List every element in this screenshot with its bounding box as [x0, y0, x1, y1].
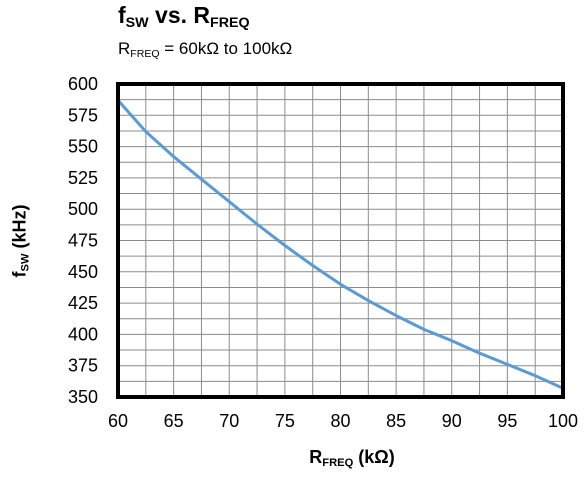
x-tick-label: 90	[442, 411, 462, 431]
y-tick-label: 350	[68, 387, 98, 407]
y-tick-label: 500	[68, 199, 98, 219]
y-tick-label: 400	[68, 324, 98, 344]
y-tick-label: 600	[68, 74, 98, 94]
chart-subtitle: RFREQ = 60kΩ to 100kΩ	[118, 39, 293, 60]
x-tick-label: 85	[386, 411, 406, 431]
x-tick-label: 70	[219, 411, 239, 431]
x-tick-label: 75	[275, 411, 295, 431]
y-tick-label: 375	[68, 356, 98, 376]
chart-title: fSW vs. RFREQ	[118, 2, 250, 31]
x-tick-label: 80	[330, 411, 350, 431]
y-axis-label: fSW (kHz)	[9, 204, 32, 278]
y-tick-label: 450	[68, 262, 98, 282]
x-tick-label: 60	[108, 411, 128, 431]
plot-frame	[116, 82, 565, 399]
y-tick-label: 475	[68, 231, 98, 251]
x-tick-label: 100	[548, 411, 578, 431]
x-tick-label: 95	[497, 411, 517, 431]
y-tick-label: 425	[68, 293, 98, 313]
series-line	[116, 98, 565, 390]
x-tick-label: 65	[164, 411, 184, 431]
y-tick-label: 550	[68, 137, 98, 157]
x-axis-label: RFREQ (kΩ)	[309, 447, 395, 470]
y-tick-label: 525	[68, 168, 98, 188]
y-tick-label: 575	[68, 105, 98, 125]
